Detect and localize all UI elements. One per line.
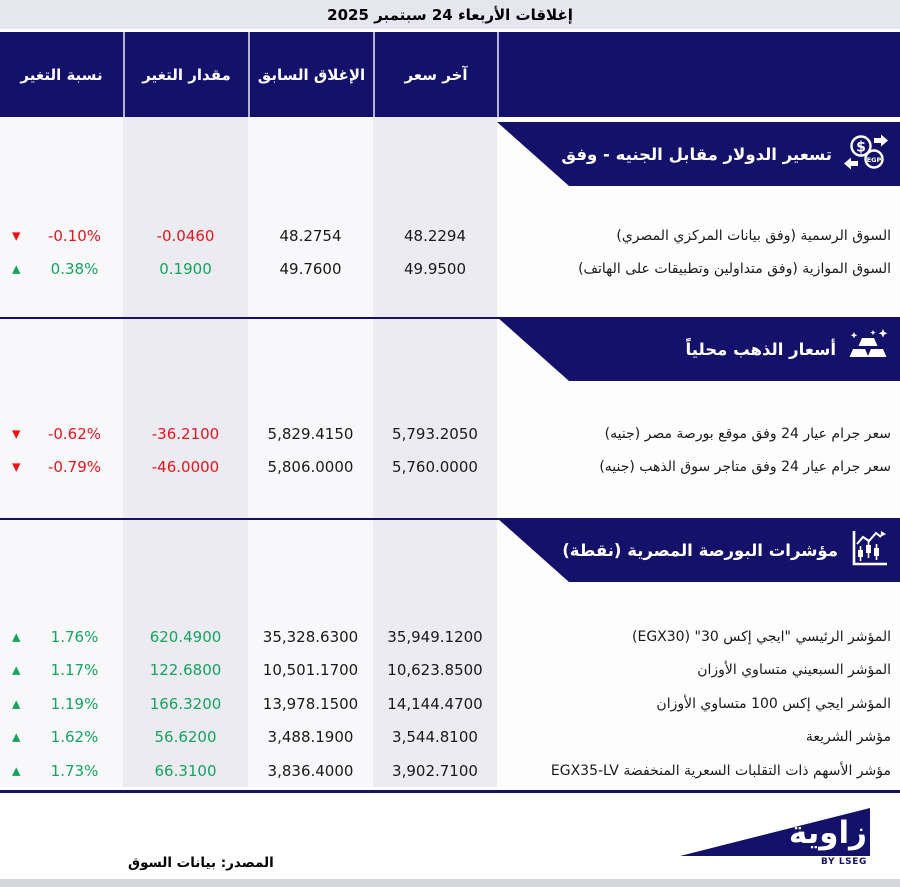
svg-text:EGP: EGP <box>867 156 882 164</box>
previous-close-cell: 10,501.1700 <box>262 660 359 679</box>
previous-close-cell: 48.2754 <box>279 226 342 245</box>
section-title: أسعار الذهب محلياً <box>685 339 836 359</box>
col-header-change-percent: نسبة التغير <box>20 65 103 84</box>
section-header-egx: مؤشرات البورصة المصرية (نقطة) <box>497 518 900 582</box>
previous-close-cell: 5,806.0000 <box>267 457 354 476</box>
change-amount-cell: 620.4900 <box>149 627 222 646</box>
row-label: مؤشر الأسهم ذات التقلبات السعرية المنخفض… <box>550 762 891 779</box>
zawya-lseg-logo: زاوية BY LSEG <box>680 800 870 868</box>
down-arrow-icon: ▼ <box>12 460 21 473</box>
previous-close-cell: 13,978.1500 <box>262 694 359 713</box>
table-row: ▲ 1.17% 122.6800 10,501.1700 10,623.8500 … <box>0 653 900 686</box>
col-header-previous-close: الإغلاق السابق <box>248 32 373 117</box>
last-price-cell: 5,793.2050 <box>392 424 478 443</box>
previous-close-cell: 3,488.1900 <box>267 727 354 746</box>
change-percent-cell: ▼ -0.62% <box>12 424 102 443</box>
section-title: تسعير الدولار مقابل الجنيه - وفق <box>561 144 832 164</box>
table-row: ▲ 0.38% 0.1900 49.7600 49.9500 السوق المو… <box>0 252 900 285</box>
previous-close-cell: 35,328.6300 <box>262 627 359 646</box>
change-amount-cell: 0.1900 <box>159 259 212 278</box>
table-row: ▲ 1.76% 620.4900 35,328.6300 35,949.1200 … <box>0 620 900 653</box>
change-percent-cell: ▼ -0.79% <box>12 457 102 476</box>
change-percent-cell: ▲ 1.62% <box>12 727 99 746</box>
change-amount-cell: -36.2100 <box>151 424 220 443</box>
row-label: مؤشر الشريعة <box>805 728 891 745</box>
row-label: المؤشر الرئيسي "ايجي إكس 30" (EGX30) <box>632 628 891 645</box>
change-percent-cell: ▼ -0.10% <box>12 226 102 245</box>
change-amount-cell: 66.3100 <box>154 761 217 780</box>
col-header-change-amount: مقدار التغير <box>123 32 248 117</box>
change-amount-cell: -0.0460 <box>156 226 215 245</box>
row-label: السوق الموازية (وفق متداولين وتطبيقات عل… <box>578 260 891 277</box>
change-amount-cell: 122.6800 <box>149 660 222 679</box>
up-arrow-icon: ▲ <box>12 697 21 710</box>
table-row: ▼ -0.10% -0.0460 48.2754 48.2294 السوق ال… <box>0 219 900 252</box>
up-arrow-icon: ▲ <box>12 262 21 275</box>
change-amount-cell: 56.6200 <box>154 727 217 746</box>
last-price-cell: 3,902.7100 <box>392 761 478 780</box>
change-percent-cell: ▲ 0.38% <box>12 259 99 278</box>
last-price-cell: 5,760.0000 <box>392 457 478 476</box>
logo-wordmark: زاوية <box>788 815 867 851</box>
column-stripe <box>248 117 373 787</box>
table-header: نسبة التغير مقدار التغير الإغلاق السابق … <box>0 32 900 117</box>
svg-text:$: $ <box>856 140 866 156</box>
up-arrow-icon: ▲ <box>12 730 21 743</box>
table-body: $ EGP تسعير الدولار مقابل الجنيه - وفق ▼… <box>0 117 900 787</box>
row-label: سعر جرام عيار 24 وفق موقع بورصة مصر (جني… <box>604 425 891 442</box>
up-arrow-icon: ▲ <box>12 663 21 676</box>
report-date-title: إغلاقات الأربعاء 24 سبتمبر 2025 <box>0 0 900 32</box>
table-row: ▲ 1.19% 166.3200 13,978.1500 14,144.4700 … <box>0 687 900 720</box>
row-label: المؤشر ايجي إكس 100 متساوي الأوزان <box>656 695 891 712</box>
up-arrow-icon: ▲ <box>12 630 21 643</box>
up-arrow-icon: ▲ <box>12 764 21 777</box>
previous-close-cell: 5,829.4150 <box>267 424 354 443</box>
down-arrow-icon: ▼ <box>12 229 21 242</box>
last-price-cell: 35,949.1200 <box>387 627 483 646</box>
change-amount-cell: 166.3200 <box>149 694 222 713</box>
gold-bars-icon <box>846 328 890 370</box>
last-price-cell: 48.2294 <box>403 226 467 245</box>
bottom-strip <box>0 879 900 887</box>
column-stripe <box>0 117 123 787</box>
row-label: المؤشر السبعيني متساوي الأوزان <box>697 661 891 678</box>
source-note: المصدر: بيانات السوق <box>128 855 274 871</box>
change-percent-cell: ▲ 1.19% <box>12 694 99 713</box>
previous-close-cell: 49.7600 <box>279 259 342 278</box>
column-stripe <box>373 117 497 787</box>
section-title: مؤشرات البورصة المصرية (نقطة) <box>562 540 838 560</box>
logo-subtext: BY LSEG <box>821 857 867 867</box>
change-percent-cell: ▲ 1.17% <box>12 660 99 679</box>
section-divider <box>0 317 500 319</box>
change-amount-cell: -46.0000 <box>151 457 220 476</box>
bottom-rule <box>0 790 900 793</box>
col-header-item <box>497 32 900 117</box>
last-price-cell: 10,623.8500 <box>387 660 483 679</box>
table-row: ▲ 1.62% 56.6200 3,488.1900 3,544.8100 مؤش… <box>0 720 900 753</box>
table-row: ▲ 1.73% 66.3100 3,836.4000 3,902.7100 مؤش… <box>0 754 900 787</box>
change-percent-cell: ▲ 1.73% <box>12 761 99 780</box>
previous-close-cell: 3,836.4000 <box>267 761 354 780</box>
column-stripe <box>497 117 900 787</box>
currency-exchange-icon: $ EGP <box>842 132 890 176</box>
last-price-cell: 49.9500 <box>403 259 467 278</box>
table-row: ▼ -0.62% -36.2100 5,829.4150 5,793.2050 س… <box>0 417 900 450</box>
candlestick-chart-icon <box>848 528 890 572</box>
section-divider <box>0 518 500 520</box>
row-label: سعر جرام عيار 24 وفق متاجر سوق الذهب (جن… <box>599 458 891 475</box>
section-header-gold: أسعار الذهب محلياً <box>497 317 900 381</box>
column-stripe <box>123 117 248 787</box>
col-header-last-price: آخر سعر <box>373 32 497 117</box>
last-price-cell: 3,544.8100 <box>392 727 478 746</box>
table-row: ▼ -0.79% -46.0000 5,806.0000 5,760.0000 س… <box>0 450 900 483</box>
last-price-cell: 14,144.4700 <box>387 694 483 713</box>
down-arrow-icon: ▼ <box>12 427 21 440</box>
section-header-usd-egp: $ EGP تسعير الدولار مقابل الجنيه - وفق <box>497 122 900 186</box>
row-label: السوق الرسمية (وفق بيانات المركزي المصري… <box>616 227 891 244</box>
change-percent-cell: ▲ 1.76% <box>12 627 99 646</box>
